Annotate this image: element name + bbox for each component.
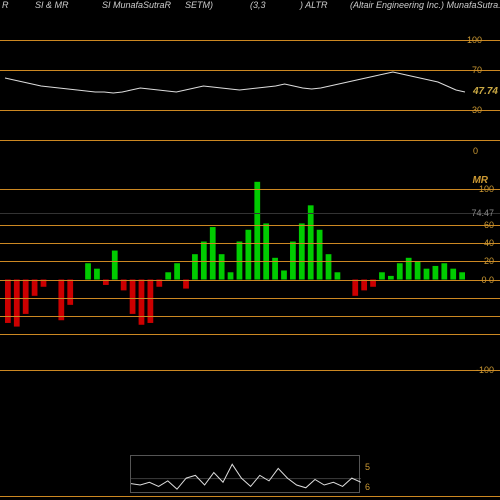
- header-text: R: [2, 0, 9, 10]
- axis-label: -100: [476, 365, 494, 375]
- gridline: [0, 40, 500, 41]
- mini-label: 6: [365, 482, 370, 492]
- baseline: [0, 496, 500, 497]
- mini-line-chart: [131, 456, 361, 494]
- current-value: 47.74: [473, 86, 498, 97]
- gridline: [0, 280, 500, 281]
- gridline: [0, 225, 500, 226]
- axis-label: 100: [479, 184, 494, 194]
- axis-label: 0 0: [481, 275, 494, 285]
- gridline: [0, 140, 500, 141]
- gridline: [0, 316, 500, 317]
- chart-header: R SI & MR SI MunafaSutraR SETM) (3,3 ) ALTR (A…: [0, 0, 500, 16]
- rsi-panel: 3070100047.74: [0, 30, 500, 140]
- gridline: [0, 110, 500, 111]
- axis-label: 30: [472, 105, 482, 115]
- rsi-line-chart: [0, 30, 500, 140]
- mr-bar-chart: [0, 180, 500, 370]
- gridline: [0, 70, 500, 71]
- axis-label: 20: [484, 256, 494, 266]
- gridline: [0, 370, 500, 371]
- header-text: SI MunafaSutraR: [102, 0, 171, 10]
- axis-label: 100: [467, 35, 482, 45]
- gridline: [0, 334, 500, 335]
- gridline: [0, 298, 500, 299]
- header-text: (Altair Engineering Inc.) MunafaSutra.co: [350, 0, 500, 10]
- header-text: SI & MR: [35, 0, 69, 10]
- gridline: [0, 243, 500, 244]
- axis-label: 40: [484, 238, 494, 248]
- header-text: (3,3: [250, 0, 266, 10]
- header-text: ) ALTR: [300, 0, 328, 10]
- mini-chart-panel: 56: [130, 455, 360, 493]
- axis-label: 60: [484, 220, 494, 230]
- gridline: [0, 213, 500, 214]
- axis-label: 74.47: [471, 208, 494, 218]
- header-text: SETM): [185, 0, 213, 10]
- mini-label: 5: [365, 462, 370, 472]
- mr-panel: MR10074.476040200 0-100: [0, 180, 500, 370]
- gridline: [0, 261, 500, 262]
- gridline: [0, 189, 500, 190]
- axis-label: 0: [473, 146, 478, 156]
- axis-label: 70: [472, 65, 482, 75]
